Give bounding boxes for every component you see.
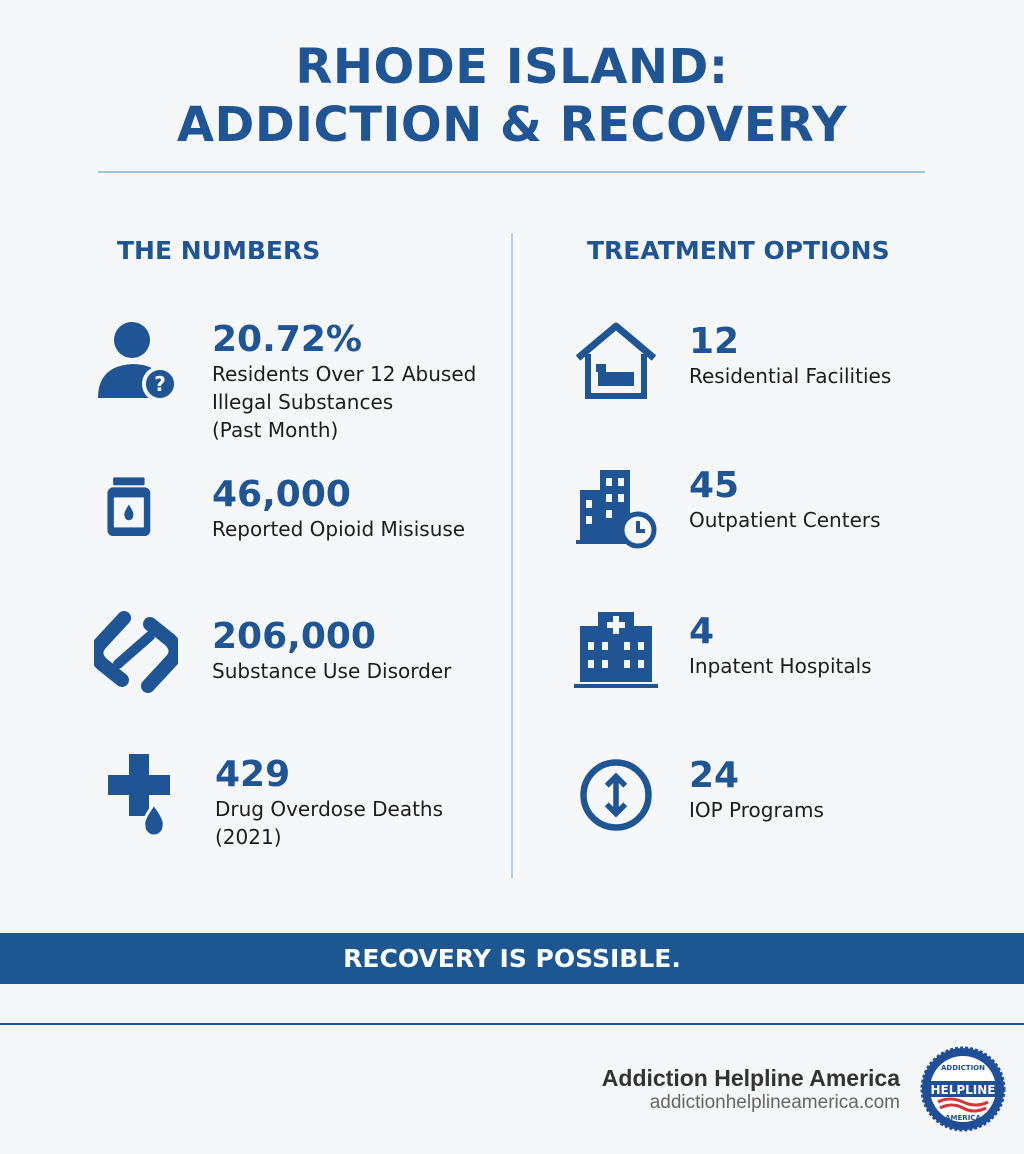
helpline-logo: HELPLINE ADDICTION AMERICA: [920, 1046, 1006, 1132]
up-down-arrows-circle-icon: [577, 756, 661, 840]
treatment-heading: TREATMENT OPTIONS: [587, 236, 890, 265]
treatment-item: 45 Outpatient Centers: [689, 466, 881, 534]
treatment-item: 24 IOP Programs: [689, 756, 824, 824]
brand-url[interactable]: addictionhelplineamerica.com: [649, 1092, 900, 1113]
stat-label: Substance Use Disorder: [212, 659, 452, 683]
treatment-label: IOP Programs: [689, 798, 824, 822]
hospital-icon: [574, 606, 658, 690]
stat-value: 429: [215, 754, 291, 795]
numbers-heading: THE NUMBERS: [117, 236, 321, 265]
stat-label: (2021): [215, 825, 282, 849]
treatment-item: 4 Inpatent Hospitals: [689, 612, 872, 680]
stat-item: 20.72% Residents Over 12 Abused Illegal …: [212, 320, 476, 444]
stat-label: Residents Over 12 Abused: [212, 362, 477, 386]
treatment-label: Residential Facilities: [689, 364, 892, 388]
svg-text:HELPLINE: HELPLINE: [930, 1083, 995, 1097]
svg-text:ADDICTION: ADDICTION: [941, 1064, 985, 1072]
stat-label: (Past Month): [212, 418, 339, 442]
brand-block: Addiction Helpline America addictionhelp…: [602, 1064, 900, 1114]
treatment-label: Outpatient Centers: [689, 508, 881, 532]
treatment-value: 4: [689, 611, 715, 652]
building-clock-icon: [574, 466, 658, 550]
treatment-label: Inpatent Hospitals: [689, 654, 872, 678]
person-question-icon: ?: [94, 318, 178, 402]
footer-divider: [0, 1023, 1024, 1025]
linked-hands-icon: [89, 610, 183, 694]
treatment-value: 24: [689, 755, 740, 796]
house-bed-icon: [574, 320, 658, 404]
page-title: RHODE ISLAND: ADDICTION & RECOVERY: [0, 38, 1024, 154]
column-divider: [511, 233, 513, 878]
recovery-banner: RECOVERY IS POSSIBLE.: [0, 933, 1024, 984]
medical-cross-drop-icon: [108, 754, 192, 838]
stat-value: 46,000: [212, 474, 351, 515]
svg-text:AMERICA: AMERICA: [945, 1114, 981, 1122]
treatment-item: 12 Residential Facilities: [689, 322, 891, 390]
stat-item: 46,000 Reported Opioid Misisuse: [212, 475, 465, 543]
treatment-value: 45: [689, 465, 740, 506]
title-line-2: ADDICTION & RECOVERY: [176, 97, 848, 153]
stat-label: Reported Opioid Misisuse: [212, 517, 466, 541]
stat-label: Illegal Substances: [212, 390, 394, 414]
title-divider: [98, 171, 925, 173]
stat-item: 429 Drug Overdose Deaths (2021): [215, 755, 443, 851]
stat-label: Drug Overdose Deaths: [215, 797, 444, 821]
treatment-value: 12: [689, 321, 740, 362]
stat-item: 206,000 Substance Use Disorder: [212, 617, 451, 685]
stat-value: 20.72%: [212, 319, 362, 360]
svg-text:?: ?: [154, 372, 166, 396]
stat-value: 206,000: [212, 616, 376, 657]
medicine-bottle-icon: [106, 464, 190, 548]
title-line-1: RHODE ISLAND:: [295, 39, 729, 95]
brand-name: Addiction Helpline America: [601, 1065, 900, 1091]
